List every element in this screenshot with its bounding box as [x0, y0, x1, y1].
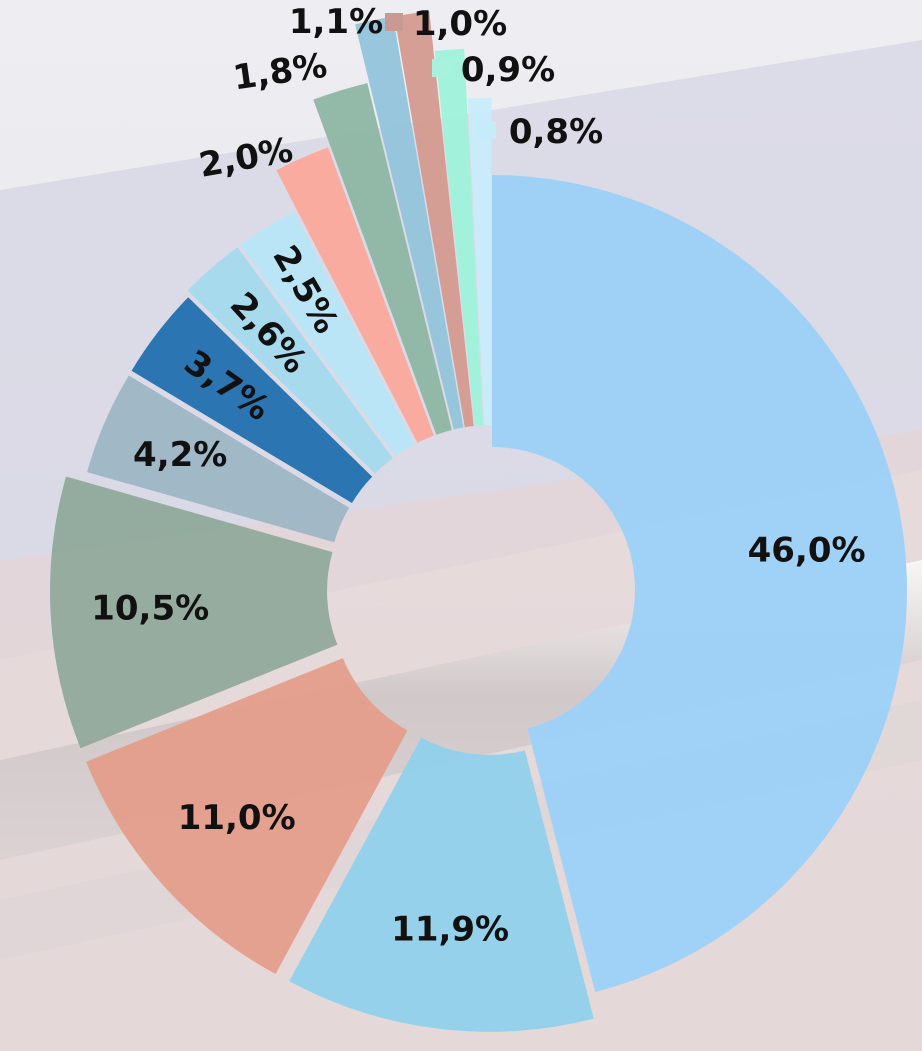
slice-0: [492, 175, 908, 992]
slices-group: [50, 11, 908, 1032]
slice-11: [394, 11, 474, 428]
data-label-2: 11,0%: [178, 798, 296, 838]
slice-8: [276, 147, 434, 443]
slice-7: [240, 211, 415, 457]
data-label-4: 4,2%: [133, 435, 227, 475]
slice-6: [187, 247, 393, 474]
label-marker-11: [385, 13, 403, 31]
slice-13: [467, 98, 492, 426]
slice-10: [355, 16, 464, 430]
data-label-3: 10,5%: [91, 588, 209, 628]
slice-5: [131, 297, 373, 504]
slice-3: [50, 476, 338, 749]
data-label-0: 46,0%: [748, 530, 866, 570]
data-label-13: 0,8%: [509, 112, 603, 152]
data-label-1: 11,9%: [391, 910, 509, 950]
data-label-10: 1,1%: [289, 2, 383, 42]
slice-1: [289, 737, 594, 1032]
slice-9: [313, 83, 452, 435]
data-label-11: 1,0%: [413, 4, 507, 44]
slice-4: [86, 375, 350, 543]
slice-2: [86, 658, 408, 974]
label-marker-13: [478, 121, 496, 139]
slice-12: [434, 48, 484, 426]
label-marker-12: [432, 59, 450, 77]
data-label-12: 0,9%: [461, 50, 555, 90]
